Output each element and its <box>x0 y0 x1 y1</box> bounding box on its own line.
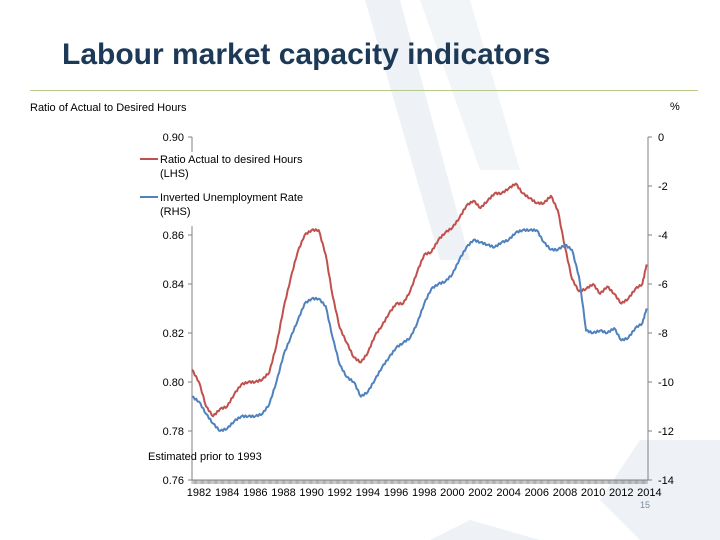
legend-label-rhs-line2: (RHS) <box>160 206 191 218</box>
right-axis-unit-label: % <box>670 101 680 113</box>
page-title: Labour market capacity indicators <box>62 38 551 71</box>
x-tick-label: 1986 <box>243 487 267 499</box>
legend-label-rhs-line1: Inverted Unemployment Rate <box>160 192 303 204</box>
x-tick-label: 2000 <box>440 487 464 499</box>
x-tick-label: 2004 <box>496 487 520 499</box>
series-line-rhs <box>191 228 648 432</box>
right-tick-label: -8 <box>658 328 668 340</box>
x-tick-label: 2002 <box>468 487 492 499</box>
left-tick-label: 0.90 <box>163 132 184 144</box>
page-number: 15 <box>640 500 651 510</box>
x-tick-label: 2012 <box>609 487 633 499</box>
x-tick-label: 1992 <box>328 487 352 499</box>
x-tick-label: 1984 <box>215 487 239 499</box>
left-axis-unit-label: Ratio of Actual to Desired Hours <box>30 102 187 114</box>
legend-label-lhs-line2: (LHS) <box>160 168 189 180</box>
x-tick-label: 1982 <box>187 487 211 499</box>
x-tick-label: 2006 <box>525 487 549 499</box>
right-tick-label: -12 <box>658 426 674 438</box>
right-tick-label: -2 <box>658 181 668 193</box>
left-tick-label: 0.84 <box>163 279 184 291</box>
x-tick-label: 2014 <box>637 487 661 499</box>
left-tick-label: 0.86 <box>163 230 184 242</box>
x-tick-label: 2008 <box>553 487 577 499</box>
x-tick-label: 2010 <box>581 487 605 499</box>
x-tick-label: 1990 <box>299 487 323 499</box>
right-tick-label: -14 <box>658 475 674 487</box>
legend-background <box>138 152 342 226</box>
legend-label-lhs-line1: Ratio Actual to desired Hours <box>160 154 303 166</box>
x-tick-label: 1996 <box>384 487 408 499</box>
left-tick-label: 0.82 <box>163 328 184 340</box>
series-line-lhs <box>191 182 648 418</box>
right-tick-label: -10 <box>658 377 674 389</box>
left-tick-label: 0.80 <box>163 377 184 389</box>
x-tick-label: 1994 <box>356 487 380 499</box>
chart-tick-labels: 0.90 0.86 0.84 0.82 0.80 0.78 0.76 0 -2 -4 -6 -8 -10… <box>163 132 674 499</box>
right-tick-label: 0 <box>658 132 664 144</box>
chart-series-lines <box>191 182 648 432</box>
chart-legend: Ratio Actual to desired Hours (LHS) Inve… <box>138 152 342 226</box>
x-tick-label: 1988 <box>271 487 295 499</box>
left-tick-label: 0.76 <box>163 475 184 487</box>
x-tick-label: 1998 <box>412 487 436 499</box>
right-tick-label: -4 <box>658 230 668 242</box>
title-divider <box>30 90 698 91</box>
right-tick-label: -6 <box>658 279 668 291</box>
chart-annotation: Estimated prior to 1993 <box>148 451 262 463</box>
left-tick-label: 0.78 <box>163 426 184 438</box>
